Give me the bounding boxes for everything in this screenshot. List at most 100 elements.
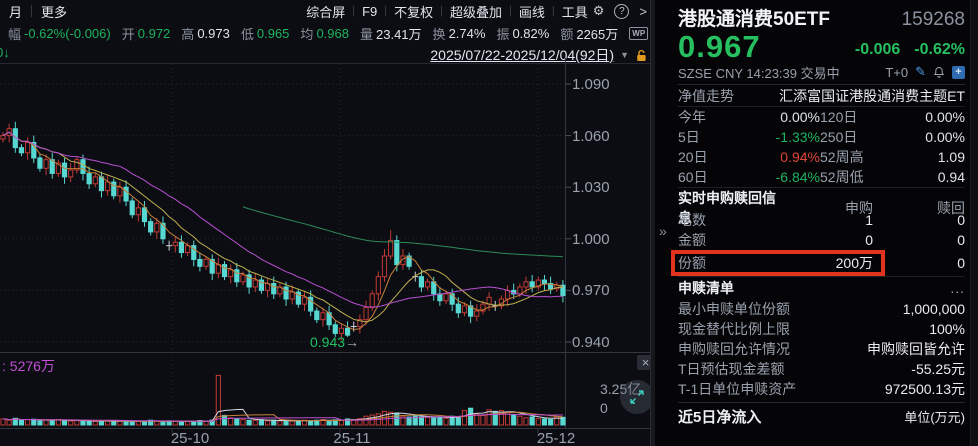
detail-label: 最小申赎单位份额: [678, 301, 790, 317]
toolbar-item-5[interactable]: 画线: [518, 4, 545, 20]
detail-row: 申购赎回允许情况 申购赎回皆允许: [678, 339, 965, 359]
nav-label: 净值走势: [678, 87, 734, 104]
perf-value: 0.94%: [780, 149, 820, 165]
y-axis-label: 1.000: [572, 230, 610, 248]
stat-value: 2.74%: [448, 25, 486, 41]
left-axis-marker: 0↓: [0, 45, 10, 60]
rt-redeem-value: 0: [957, 212, 965, 228]
edit-icon[interactable]: ✎: [915, 64, 926, 79]
stat-value: 2265万: [576, 26, 619, 42]
wp-badge-icon[interactable]: WP: [629, 26, 649, 40]
col-subscribe: 申购: [845, 200, 873, 216]
low-price-annotation: 0.943→: [310, 334, 359, 350]
rt-label: 份额: [678, 255, 706, 271]
volume-axis-max-label: 3.25亿: [600, 381, 642, 397]
volume-ma-label: : 5276万: [2, 358, 55, 374]
stat-高: 高 0.973: [181, 24, 230, 43]
stat-label: 换: [432, 26, 446, 42]
ohlc-stats: 幅 -0.62%(-0.006) 开 0.972 高 0.973 低 0.965 均 0.968 量…: [8, 24, 629, 43]
quote-panel: 港股通消费50ETF 159268 0.967 -0.006 -0.62% SZ…: [655, 0, 978, 446]
tab-more[interactable]: 更多: [41, 4, 68, 20]
detail-row: 现金替代比例上限 100%: [678, 319, 965, 339]
last-price: 0.967: [678, 29, 761, 64]
subscription-list-row[interactable]: 申赎清单 ...: [678, 276, 965, 299]
detail-value: 972500.13元: [884, 381, 965, 397]
perf-value: 1.09: [937, 149, 965, 165]
rt-subscribe-value: 1: [865, 212, 873, 228]
add-to-watchlist-icon[interactable]: +: [952, 65, 965, 79]
panel-collapse-handle[interactable]: »: [659, 223, 667, 239]
arrow-right-icon: →: [345, 334, 360, 350]
perf-label: 5日: [678, 129, 700, 145]
toolbar-item-2[interactable]: F9: [362, 3, 378, 19]
gear-icon[interactable]: ⚙: [592, 3, 605, 18]
perf-value: 0.00%: [925, 129, 965, 145]
volume-axis-zero-label: 0: [600, 400, 608, 416]
scrollbar[interactable]: [970, 0, 978, 446]
detail-rows: 最小申赎单位份额 1,000,000 现金替代比例上限 100% 申购赎回允许情况 申购赎…: [678, 299, 965, 399]
help-icon[interactable]: ?: [614, 3, 630, 19]
alert-bell-icon[interactable]: [933, 66, 945, 78]
toolbar-item-3[interactable]: 不复权: [394, 4, 434, 20]
candlestick-chart[interactable]: [0, 44, 660, 446]
perf-value: -6.84%: [775, 169, 820, 185]
close-volume-pane-button[interactable]: ×: [637, 355, 654, 370]
stat-额: 额 2265万: [560, 24, 618, 43]
col-redeem: 赎回: [937, 200, 965, 216]
perf-value: 0.00%: [780, 109, 820, 125]
meta-icons: T+0 ✎ +: [885, 64, 965, 80]
net-inflow-unit: 单位(万元): [904, 409, 965, 425]
rt-redeem-value: 0: [957, 232, 965, 248]
detail-label: 申购赎回允许情况: [678, 341, 790, 357]
stat-换: 换 2.74%: [433, 24, 486, 43]
perf-value: 0.94: [937, 169, 965, 185]
price-row: 0.967 -0.006 -0.62%: [678, 30, 965, 62]
x-axis-label: 25-11: [333, 430, 371, 446]
stat-label: 量: [359, 26, 373, 42]
change-value: -0.006: [854, 41, 901, 58]
perf-label: 52周低: [820, 169, 864, 185]
stat-均: 均 0.968: [300, 24, 349, 43]
more-ellipsis-icon[interactable]: ...: [950, 280, 965, 296]
detail-value: -55.25元: [911, 361, 965, 377]
stat-value: 0.968: [316, 25, 349, 41]
performance-row: 5日 -1.33% 250日 0.00%: [678, 127, 965, 147]
toolbar-item-1[interactable]: 综合屏: [306, 4, 346, 20]
nav-row[interactable]: 净值走势 汇添富国证港股通消费主题ET: [678, 85, 965, 107]
rt-redeem-value: 0: [957, 255, 965, 271]
rt-subscribe-value: 200万: [835, 255, 873, 271]
y-axis-label: 0.970: [572, 282, 610, 300]
detail-value: 申购赎回皆允许: [867, 341, 965, 357]
toolbar-item-4[interactable]: 超级叠加: [449, 4, 502, 20]
perf-label: 今年: [678, 109, 706, 125]
perf-value: 0.00%: [925, 109, 965, 125]
tab-month[interactable]: 月: [9, 4, 23, 20]
stat-value: 0.965: [256, 25, 290, 41]
detail-row: T日预估现金差额 -55.25元: [678, 359, 965, 379]
realtime-section-title: 实时申购赎回信息: [678, 190, 776, 226]
toolbar-item-6[interactable]: 工具: [561, 4, 588, 20]
instrument-code: 159268: [901, 9, 965, 30]
stat-value: 23.41万: [376, 26, 422, 42]
x-axis-label: 25-10: [170, 430, 210, 446]
toolbar-separator: |: [551, 5, 555, 17]
stat-幅: 幅 -0.62%(-0.006): [8, 24, 111, 43]
rt-label: 笔数: [678, 212, 706, 228]
stat-label: 低: [240, 26, 254, 42]
detail-value: 1,000,000: [902, 301, 965, 317]
caret-down-icon[interactable]: ▼: [620, 50, 629, 60]
stat-label: 均: [300, 26, 314, 42]
low-price-value: 0.943: [310, 334, 346, 350]
chevron-right-icon[interactable]: >: [639, 3, 647, 19]
expand-chart-button[interactable]: [620, 380, 654, 414]
change-percent: -0.62%: [914, 41, 965, 58]
date-range-selector[interactable]: 2025/07/22-2025/12/04(92日): [430, 47, 615, 63]
date-range-row: 2025/07/22-2025/12/04(92日) ▼: [0, 45, 648, 65]
fund-full-name: 汇添富国证港股通消费主题ET: [779, 87, 965, 104]
unlock-icon[interactable]: [635, 49, 648, 62]
stat-label: 振: [496, 26, 510, 42]
detail-row: T-1日单位申赎资产 972500.13元: [678, 379, 965, 399]
stat-value: -0.62%(-0.006): [24, 25, 111, 41]
realtime-rows: 笔数 1 0 金额 0 0 份额 200万 0: [671, 210, 965, 276]
